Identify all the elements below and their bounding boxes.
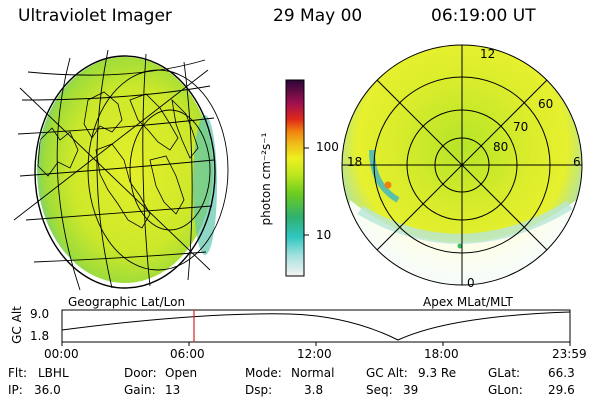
colorbar-unit: photon cm⁻²s⁻¹ xyxy=(259,132,273,226)
flt-label: Flt: xyxy=(8,366,27,380)
mlat-label-60: 60 xyxy=(538,97,554,111)
polar-grid xyxy=(341,44,583,286)
altitude-strip xyxy=(61,309,571,346)
gain-label: Gain: xyxy=(124,383,156,397)
auroral-arc xyxy=(369,149,400,203)
altitude-tick-high: 9.0 xyxy=(30,307,50,321)
polar-plot xyxy=(341,44,583,286)
colorbar-label-100: 100 xyxy=(316,140,339,154)
time-tick-0600: 06:00 xyxy=(170,347,205,361)
date-label: 29 May 00 xyxy=(273,6,363,26)
time-label: 06:19:00 UT xyxy=(431,6,536,26)
mlt-label-0: 0 xyxy=(467,276,475,290)
altitude-tick-low: 1.8 xyxy=(30,329,50,343)
dsp-label: Dsp: xyxy=(245,383,273,397)
time-tick-1800: 18:00 xyxy=(424,347,459,361)
mlt-label-6: 6 xyxy=(573,155,581,169)
geographic-panel-label: Geographic Lat/Lon xyxy=(68,295,186,309)
mlat-label-80: 80 xyxy=(493,140,509,154)
mode-value: Normal xyxy=(291,366,335,380)
colorbar-scale xyxy=(285,79,305,277)
instrument-title: Ultraviolet Imager xyxy=(18,6,172,26)
dsp-value: 3.8 xyxy=(304,383,324,397)
auroral-hotspot xyxy=(384,181,392,189)
door-value: Open xyxy=(165,366,198,380)
flt-value: LBHL xyxy=(38,366,69,380)
altitude-curve xyxy=(61,311,571,341)
time-tick-2359: 23:59 xyxy=(552,347,587,361)
time-tick-0000: 00:00 xyxy=(44,347,79,361)
mlt-label-12: 12 xyxy=(480,47,496,61)
altitude-axis-label: GC Alt xyxy=(10,306,24,344)
geographic-image xyxy=(13,49,229,291)
colorbar xyxy=(285,79,309,277)
gcalt-value: 9.3 Re xyxy=(418,366,457,380)
mode-label: Mode: xyxy=(245,366,282,380)
ip-label: IP: xyxy=(8,383,23,397)
gcalt-label: GC Alt: xyxy=(366,366,408,380)
mlat-label-70: 70 xyxy=(513,120,529,134)
time-tick-1200: 12:00 xyxy=(297,347,332,361)
seq-value: 39 xyxy=(403,383,419,397)
glat-label: GLat: xyxy=(488,366,521,380)
altitude-frame xyxy=(61,309,571,343)
auroral-spot xyxy=(457,243,463,249)
earth-limb xyxy=(34,55,216,289)
seq-label: Seq: xyxy=(366,383,393,397)
glon-label: GLon: xyxy=(488,383,523,397)
earth-disk-emission xyxy=(37,57,213,283)
door-label: Door: xyxy=(124,366,157,380)
lat-lon-grid xyxy=(13,49,229,291)
auroral-oval-fringe xyxy=(357,200,573,244)
ip-value: 36.0 xyxy=(34,383,61,397)
colorbar-label-10: 10 xyxy=(316,228,332,242)
apex-panel-label: Apex MLat/MLT xyxy=(423,295,513,309)
mlt-label-18: 18 xyxy=(347,155,363,169)
glon-value: 29.6 xyxy=(548,383,575,397)
gain-value: 13 xyxy=(165,383,181,397)
glat-value: 66.3 xyxy=(548,366,575,380)
limb-glow xyxy=(193,115,217,255)
